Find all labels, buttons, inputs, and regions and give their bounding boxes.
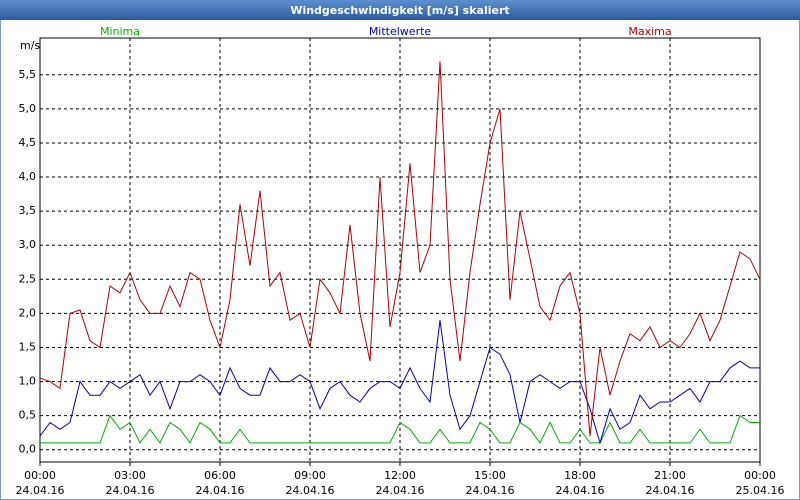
series-line — [39, 320, 760, 445]
y-tick-label: 4,5 — [19, 136, 37, 149]
x-tick-date: 24.04.16 — [196, 484, 245, 497]
y-tick-label: 2,0 — [19, 306, 37, 319]
y-tick-label: 1,5 — [19, 340, 37, 353]
x-tick-date: 24.04.16 — [16, 484, 65, 497]
x-tick-label: 06:00 — [204, 469, 236, 482]
x-tick-label: 15:00 — [474, 469, 506, 482]
y-tick-label: 5,5 — [19, 68, 37, 81]
x-tick-label: 21:00 — [654, 469, 686, 482]
x-tick-label: 09:00 — [294, 469, 326, 482]
series-line — [40, 414, 760, 444]
x-tick-label: 12:00 — [384, 469, 416, 482]
series-line — [39, 61, 761, 437]
x-tick-date: 25.04.16 — [736, 484, 785, 497]
y-tick-label: 0,0 — [19, 443, 37, 456]
x-tick-date: 24.04.16 — [106, 484, 155, 497]
x-tick-date: 24.04.16 — [556, 484, 605, 497]
legend-entry: Minima — [100, 25, 140, 38]
x-tick-date: 24.04.16 — [466, 484, 515, 497]
y-tick-label: 4,0 — [19, 170, 37, 183]
y-tick-label: 0,5 — [19, 409, 37, 422]
x-tick-date: 24.04.16 — [376, 484, 425, 497]
y-tick-label: 2,5 — [19, 272, 37, 285]
x-tick-label: 00:00 — [744, 469, 776, 482]
x-tick-label: 18:00 — [564, 469, 596, 482]
y-tick-label: 3,5 — [19, 204, 37, 217]
y-tick-label: 1,0 — [19, 375, 37, 388]
y-tick-label: 5,0 — [19, 102, 37, 115]
legend-entry: Maxima — [628, 25, 671, 38]
x-tick-label: 03:00 — [114, 469, 146, 482]
title-bar — [0, 0, 800, 20]
legend-entry: Mittelwerte — [369, 25, 432, 38]
chart-title: Windgeschwindigkeit [m/s] skaliert — [290, 4, 509, 17]
y-axis-label: m/s — [20, 39, 40, 52]
x-tick-label: 00:00 — [24, 469, 56, 482]
y-tick-label: 3,0 — [19, 238, 37, 251]
x-tick-date: 24.04.16 — [286, 484, 335, 497]
x-tick-date: 24.04.16 — [646, 484, 695, 497]
